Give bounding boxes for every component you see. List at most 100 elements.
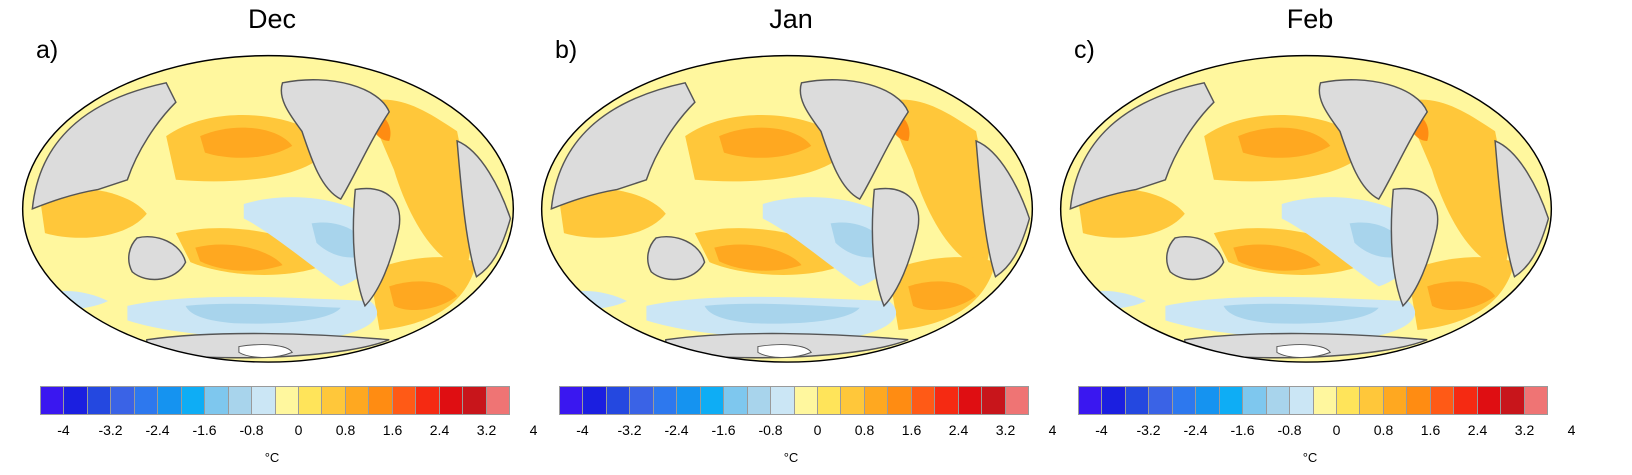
panel-letter: a) <box>36 36 59 64</box>
colorbar-tick-label: 4 <box>1567 422 1576 438</box>
colorbar-tick-label: 2.4 <box>948 422 969 438</box>
colorbar-tick-label: -1.6 <box>192 422 217 438</box>
colorbar-swatch <box>1172 387 1197 414</box>
colorbar-swatch <box>606 387 631 414</box>
colorbar-tick-label: 0 <box>813 422 822 438</box>
colorbar-swatch <box>583 387 607 414</box>
colorbar <box>1078 386 1548 415</box>
colorbar-swatch <box>630 387 654 414</box>
colorbar-swatch <box>228 387 253 414</box>
colorbar-unit: °C <box>1302 450 1318 465</box>
colorbar-swatch <box>841 387 865 414</box>
colorbar-tick-label: 0.8 <box>335 422 356 438</box>
colorbar-tick-label: 0.8 <box>854 422 875 438</box>
colorbar-swatch <box>724 387 748 414</box>
colorbar-swatch <box>1313 387 1337 414</box>
colorbar-tick-label: -4 <box>57 422 70 438</box>
colorbar-swatch <box>275 387 299 414</box>
colorbar-tick-label: -2.4 <box>664 422 689 438</box>
colorbar-swatch <box>677 387 701 414</box>
colorbar-tick-label: -4 <box>576 422 589 438</box>
colorbar-swatch <box>1454 387 1478 414</box>
colorbar-swatch <box>1383 387 1408 414</box>
colorbar-swatch <box>486 387 510 414</box>
colorbar <box>40 386 510 415</box>
colorbar-swatch <box>392 387 417 414</box>
colorbar-swatch <box>1219 387 1244 414</box>
colorbar-swatch <box>1290 387 1314 414</box>
colorbar-swatch <box>111 387 135 414</box>
colorbar-swatch <box>416 387 440 414</box>
colorbar-swatch <box>1430 387 1455 414</box>
colorbar <box>559 386 1029 415</box>
colorbar-swatch <box>205 387 229 414</box>
colorbar-swatch <box>1524 387 1548 414</box>
colorbar-swatch <box>463 387 487 414</box>
colorbar-tick-label: 2.4 <box>429 422 450 438</box>
colorbar-swatch <box>252 387 276 414</box>
colorbar-swatch <box>439 387 464 414</box>
colorbar-tick-label: -0.8 <box>239 422 264 438</box>
colorbar-tick-label: 4 <box>1048 422 1057 438</box>
colorbar-swatch <box>817 387 842 414</box>
colorbar-tick-label: 0 <box>294 422 303 438</box>
colorbar-swatch <box>1102 387 1126 414</box>
map-panel-jan: Jan b) °C -4 -3.2 -2.4 -1.6 -0.8 0 0.8 1.6 2.4 3.… <box>519 0 1063 475</box>
colorbar-swatch <box>1243 387 1267 414</box>
colorbar-swatch <box>771 387 795 414</box>
colorbar-swatch <box>1079 387 1103 414</box>
colorbar-swatch <box>747 387 772 414</box>
colorbar-tick-label: 3.2 <box>995 422 1016 438</box>
colorbar-swatch <box>560 387 584 414</box>
colorbar-tick-label: -2.4 <box>1183 422 1208 438</box>
colorbar-swatch <box>1336 387 1361 414</box>
globe-map <box>21 54 515 363</box>
colorbar-tick-label: -1.6 <box>711 422 736 438</box>
colorbar-swatch <box>369 387 393 414</box>
panel-title: Dec <box>247 4 296 34</box>
colorbar-tick-label: 0.8 <box>1373 422 1394 438</box>
colorbar-swatch <box>864 387 889 414</box>
colorbar-swatch <box>298 387 323 414</box>
colorbar-tick-label: -3.2 <box>1136 422 1161 438</box>
colorbar-tick-label: -3.2 <box>98 422 123 438</box>
colorbar-swatch <box>158 387 182 414</box>
colorbar-swatch <box>41 387 65 414</box>
colorbar-swatch <box>1407 387 1431 414</box>
colorbar-tick-label: 1.6 <box>382 422 403 438</box>
colorbar-swatch <box>700 387 725 414</box>
panel-title: Jan <box>769 4 813 34</box>
panel-title: Feb <box>1286 4 1334 34</box>
colorbar-tick-label: 1.6 <box>1420 422 1441 438</box>
colorbar-swatch <box>1360 387 1384 414</box>
colorbar-tick-label: 4 <box>529 422 538 438</box>
colorbar-tick-label: -1.6 <box>1230 422 1255 438</box>
colorbar-unit: °C <box>264 450 280 465</box>
colorbar-swatch <box>1477 387 1502 414</box>
colorbar-swatch <box>1149 387 1173 414</box>
panel-letter: c) <box>1074 36 1095 64</box>
map-panel-dec: Dec a) °C -4 -3.2 -2.4 -1.6 -0.8 0 0.8 1.6 2.4 3.… <box>0 0 544 475</box>
colorbar-swatch <box>888 387 912 414</box>
colorbar-swatch <box>1196 387 1220 414</box>
colorbar-tick-label: 3.2 <box>1514 422 1535 438</box>
colorbar-swatch <box>958 387 983 414</box>
colorbar-swatch <box>345 387 370 414</box>
globe-map <box>540 54 1034 363</box>
colorbar-swatch <box>1266 387 1291 414</box>
colorbar-swatch <box>982 387 1006 414</box>
colorbar-swatch <box>322 387 346 414</box>
colorbar-tick-label: -4 <box>1095 422 1108 438</box>
colorbar-tick-label: -0.8 <box>758 422 783 438</box>
colorbar-tick-label: 0 <box>1332 422 1341 438</box>
colorbar-unit: °C <box>783 450 799 465</box>
colorbar-swatch <box>911 387 936 414</box>
panel-letter: b) <box>555 36 578 64</box>
map-panel-feb: Feb c) °C -4 -3.2 -2.4 -1.6 -0.8 0 0.8 1.6 2.4 3.… <box>1038 0 1582 475</box>
colorbar-swatch <box>181 387 206 414</box>
colorbar-tick-label: 3.2 <box>476 422 497 438</box>
colorbar-swatch <box>87 387 112 414</box>
colorbar-swatch <box>1125 387 1150 414</box>
colorbar-swatch <box>935 387 959 414</box>
colorbar-swatch <box>64 387 88 414</box>
